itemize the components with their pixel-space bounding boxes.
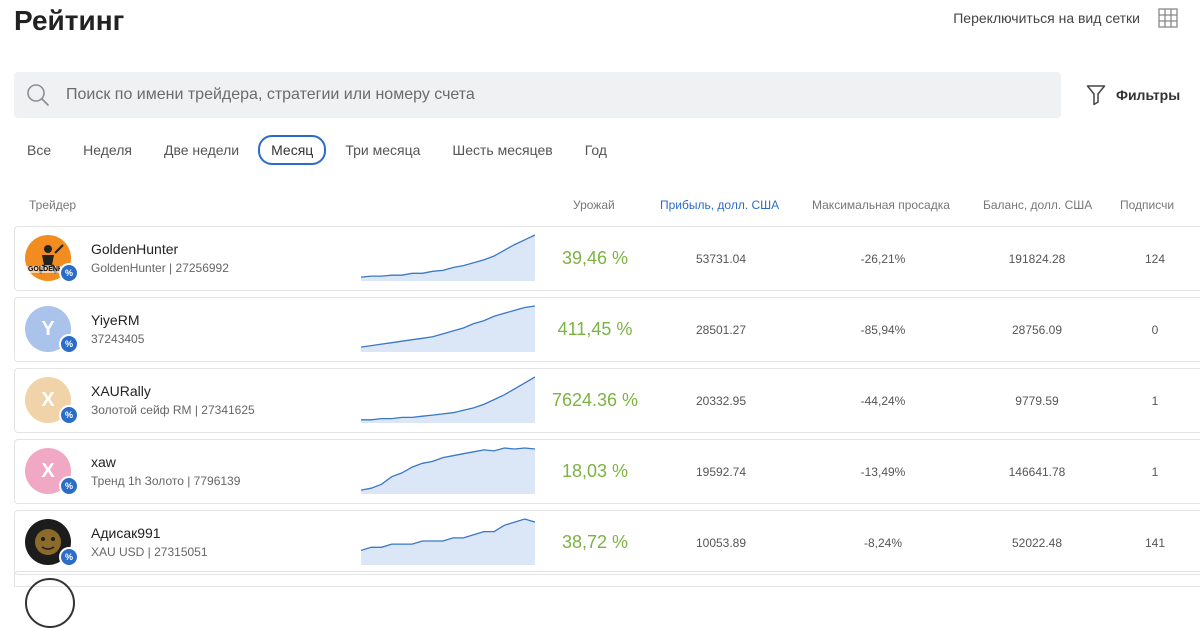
sparkline-line — [361, 518, 535, 552]
subscribers-value: 0 — [1151, 322, 1159, 337]
trader-name[interactable]: xaw — [91, 454, 116, 470]
table-row-partial[interactable] — [14, 571, 1200, 628]
grid-view-toggle[interactable]: Переключиться на вид сетки — [953, 8, 1178, 28]
trader-name[interactable]: XAURally — [91, 383, 151, 399]
grid-view-label: Переключиться на вид сетки — [953, 10, 1140, 26]
drawdown-value: -8,24% — [863, 535, 903, 550]
header-profit[interactable]: Прибыль, долл. США — [660, 198, 780, 212]
drawdown-value: -13,49% — [860, 464, 906, 479]
sparkline-chart — [361, 447, 535, 494]
trader-account: 37243405 — [91, 332, 145, 346]
profit-value: 10053.89 — [695, 535, 747, 550]
profit-value: 53731.04 — [695, 251, 747, 266]
percent-badge-icon: % — [59, 405, 79, 425]
percent-badge-icon: % — [59, 263, 79, 283]
filters-label: Фильтры — [1116, 87, 1181, 103]
balance-value: 146641.78 — [1008, 464, 1066, 479]
header-gain[interactable]: Урожай — [573, 198, 615, 212]
search-input[interactable] — [64, 85, 968, 105]
table-row[interactable]: GOLDENHU% GoldenHunter GoldenHunter | 2725… — [14, 226, 1200, 291]
trader-account: Тренд 1h Золото | 7796139 — [91, 474, 241, 488]
period-tab[interactable]: Месяц — [258, 135, 327, 165]
avatar-caption: GOLDENHU — [25, 266, 71, 273]
sparkline-chart — [361, 518, 535, 565]
profit-value: 20332.95 — [695, 393, 747, 408]
balance-value: 28756.09 — [1011, 322, 1063, 337]
filters-button[interactable]: Фильтры — [1086, 84, 1180, 106]
period-tab[interactable]: Год — [584, 142, 607, 158]
header-balance[interactable]: Баланс, долл. США — [983, 198, 1093, 212]
avatar-letter: X — [41, 388, 55, 411]
period-tab[interactable]: Неделя — [83, 142, 132, 158]
grid-icon — [1158, 8, 1178, 28]
table-row[interactable]: X% xaw Тренд 1h Золото | 7796139 18,03 % 195… — [14, 439, 1200, 504]
gain-value: 7624.36 % — [551, 390, 639, 410]
drawdown-value: -85,94% — [860, 322, 906, 337]
sparkline-area — [361, 519, 535, 565]
sparkline-chart — [361, 305, 535, 352]
sparkline-line — [361, 234, 535, 278]
sparkline-chart — [361, 234, 535, 281]
sparkline-chart — [361, 376, 535, 423]
table-row[interactable]: X% XAURally Золотой сейф RM | 27341625 7624… — [14, 368, 1200, 433]
period-tab[interactable]: Три месяца — [345, 142, 421, 158]
gain-value: 411,45 % — [557, 319, 633, 339]
balance-value: 52022.48 — [1011, 535, 1063, 550]
sparkline-area — [361, 377, 535, 423]
period-tab[interactable]: Все — [27, 142, 52, 158]
profit-value: 28501.27 — [695, 322, 747, 337]
filter-icon — [1086, 85, 1106, 106]
table-header: Трейдер Урожай Прибыль, долл. США Максим… — [0, 198, 1200, 214]
header-drawdown[interactable]: Максимальная просадка — [812, 198, 950, 212]
gain-value: 38,72 % — [561, 532, 629, 552]
tiger-logo-icon — [35, 529, 61, 555]
avatar: GOLDENHU — [25, 235, 71, 281]
period-tabs: Все Неделя Две недели Месяц Три месяца Шесть … — [14, 135, 626, 165]
subscribers-value: 1 — [1151, 464, 1159, 479]
drawdown-value: -26,21% — [860, 251, 906, 266]
percent-badge-icon: % — [59, 476, 79, 496]
sparkline-line — [361, 305, 535, 348]
trader-account: Золотой сейф RM | 27341625 — [91, 403, 255, 417]
sparkline-line — [361, 447, 535, 491]
trader-account: GoldenHunter | 27256992 — [91, 261, 229, 275]
header-trader[interactable]: Трейдер — [29, 198, 77, 212]
percent-badge-icon: % — [59, 334, 79, 354]
subscribers-value: 141 — [1144, 535, 1166, 550]
drawdown-value: -44,24% — [860, 393, 906, 408]
trader-account: XAU USD | 27315051 — [91, 545, 208, 559]
sparkline-area — [361, 235, 535, 281]
balance-value: 191824.28 — [1008, 251, 1066, 266]
subscribers-value: 124 — [1144, 251, 1166, 266]
avatar — [25, 578, 75, 628]
header-subscribers[interactable]: Подписчи — [1120, 198, 1175, 212]
avatar-letter: X — [41, 459, 55, 482]
search-icon — [27, 84, 49, 106]
sparkline-area — [361, 306, 535, 352]
table-row[interactable]: % Адисак991 XAU USD | 27315051 38,72 % 10053… — [14, 510, 1200, 575]
subscribers-value: 1 — [1151, 393, 1159, 408]
trader-name[interactable]: Адисак991 — [91, 525, 161, 541]
trader-name[interactable]: YiyeRM — [91, 312, 140, 328]
table-row[interactable]: Y% YiyeRM 37243405 411,45 % 28501.27 -85,94% 2… — [14, 297, 1200, 362]
sparkline-line — [361, 376, 535, 421]
avatar-letter: Y — [41, 317, 55, 340]
sparkline-area — [361, 448, 535, 494]
trader-list: GOLDENHU% GoldenHunter GoldenHunter | 2725… — [14, 226, 1200, 581]
page-title: Рейтинг — [14, 5, 125, 36]
trader-name[interactable]: GoldenHunter — [91, 241, 179, 257]
avatar — [25, 519, 71, 565]
search-bar — [14, 72, 1061, 118]
period-tab[interactable]: Шесть месяцев — [452, 142, 553, 158]
percent-badge-icon: % — [59, 547, 79, 567]
balance-value: 9779.59 — [1015, 393, 1059, 408]
gain-value: 39,46 % — [561, 248, 629, 268]
gain-value: 18,03 % — [561, 461, 629, 481]
period-tab[interactable]: Две недели — [163, 142, 240, 158]
profit-value: 19592.74 — [695, 464, 747, 479]
